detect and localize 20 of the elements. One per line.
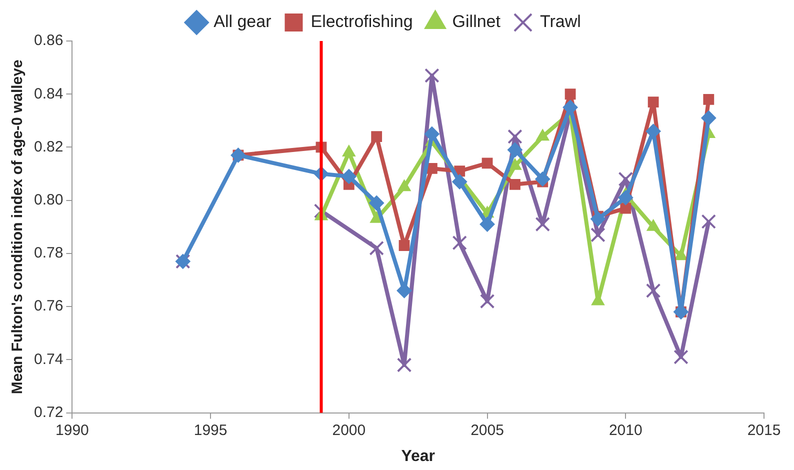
legend-label: All gear [214,12,272,32]
legend-label: Electrofishing [310,12,413,32]
x-tick-label: 2000 [332,422,366,439]
y-tick-label: 0.76 [34,298,64,315]
x-tick-label: 1995 [194,422,228,439]
y-tick-label: 0.86 [34,32,64,50]
x-axis-title: Year [401,448,436,465]
x-tick-label: 2010 [608,422,642,439]
y-tick-label: 0.82 [34,138,64,156]
y-tick-label: 0.78 [34,244,64,262]
y-tick-label: 0.74 [34,350,64,368]
x-tick-label: 1990 [56,422,89,439]
y-tick-label: 0.72 [34,404,64,421]
x-tick-label: 2005 [470,422,504,439]
y-tick-label: 0.80 [34,191,64,208]
legend-label: Trawl [540,12,581,32]
y-tick-label: 0.84 [34,85,64,102]
legend-label: Gillnet [452,12,501,32]
x-tick-label: 2015 [747,422,781,439]
y-axis-title: Mean Fulton's condition index of age-0 walleye [9,60,26,394]
